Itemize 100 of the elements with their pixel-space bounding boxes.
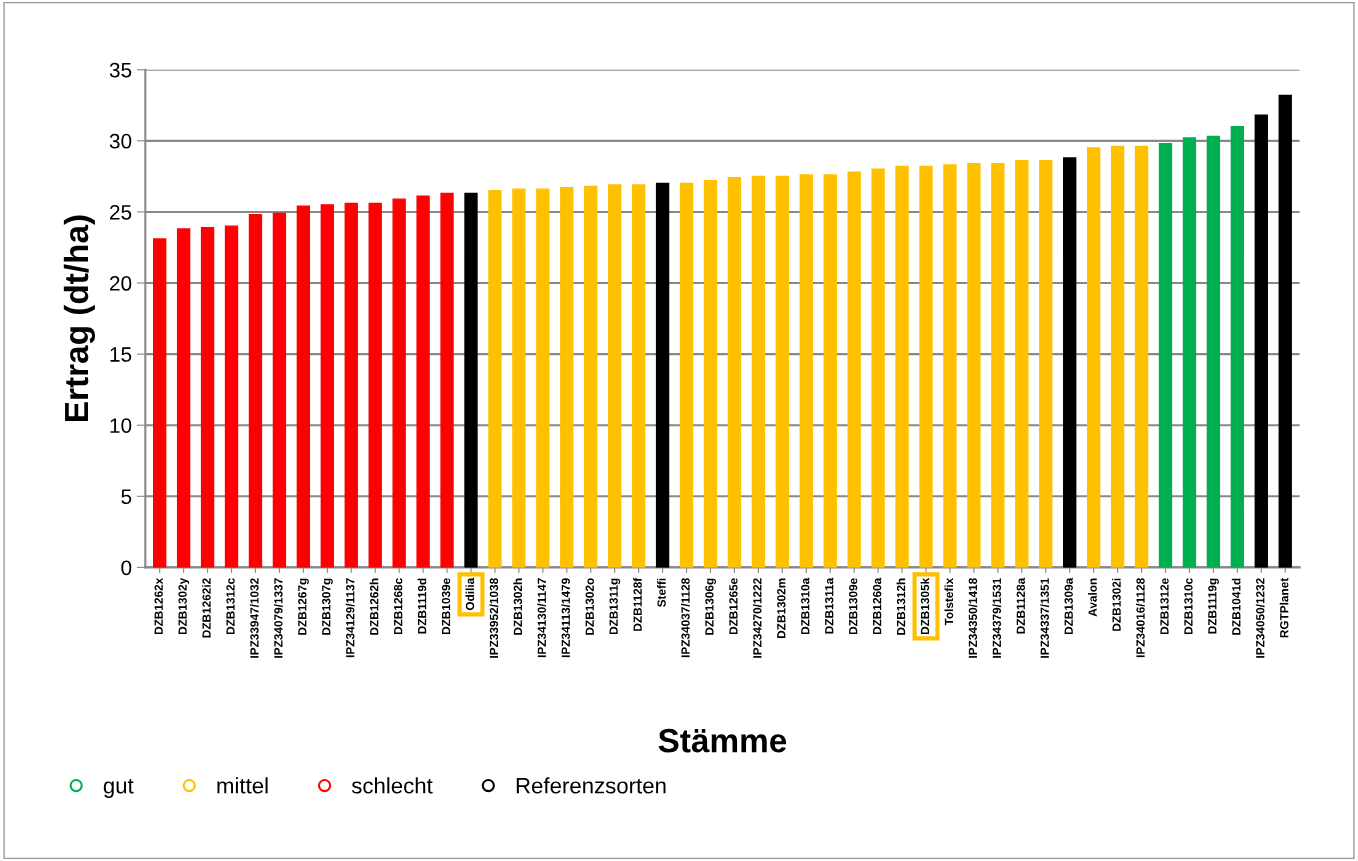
legend-label: schlecht	[351, 777, 433, 794]
x-tick-label: DZB1128f	[633, 577, 642, 631]
bar	[1134, 145, 1149, 568]
x-tick-label: IPZ34079/1337	[273, 578, 283, 658]
y-tick-label: 0	[121, 560, 132, 576]
bar	[751, 175, 766, 568]
bar	[272, 212, 287, 568]
x-tick-label: DZB1039e	[441, 578, 451, 635]
bar	[1110, 145, 1125, 568]
x-tick-label: DZB1265e	[729, 578, 738, 635]
bar	[631, 184, 646, 568]
bar	[1039, 160, 1053, 568]
x-tick-label: DZB1267g	[298, 578, 309, 635]
x-tick-label: Odilia	[465, 577, 475, 611]
bar	[176, 228, 191, 568]
bar	[1182, 137, 1197, 568]
bar	[919, 165, 933, 568]
x-tick-label: DZB1307g	[322, 578, 333, 635]
y-tick-label: 10	[110, 418, 132, 433]
bar	[248, 214, 263, 568]
x-tick-label: DZB1262h	[369, 578, 379, 635]
x-tick-label: IPZ34113/1479	[561, 578, 571, 658]
bar	[368, 202, 382, 568]
x-tick-label: DZB1311g	[609, 578, 621, 635]
x-tick-label: DZB1262x	[154, 577, 163, 635]
x-tick-label: IPZ34270/1222	[752, 578, 762, 658]
bar	[703, 179, 718, 568]
x-tick-label: DZB1302o	[585, 578, 594, 635]
bar	[871, 168, 885, 568]
bar	[967, 162, 981, 568]
bar	[1086, 147, 1101, 568]
x-tick-label: IPZ33952/1038	[489, 578, 499, 658]
x-tick-label: IPZ34016/1128	[1136, 578, 1145, 658]
x-tick-label: DZB1312e	[1160, 578, 1169, 635]
bar	[655, 182, 670, 568]
bar	[224, 225, 239, 568]
bar	[1158, 142, 1173, 568]
x-tick-label: IPZ34337/1351	[1040, 578, 1050, 658]
bar	[895, 165, 909, 568]
x-tick-label: DZB1268c	[393, 578, 403, 635]
y-tick-label: 25	[109, 204, 132, 220]
y-tick-label: 5	[121, 489, 132, 505]
bar	[943, 164, 957, 568]
y-tick-label: 20	[109, 276, 132, 291]
bar	[416, 195, 430, 568]
bar	[320, 204, 334, 568]
bar	[296, 205, 311, 568]
x-tick-label: DZB1306g	[705, 578, 716, 635]
legend-label: gut	[103, 778, 134, 798]
bar	[823, 174, 837, 568]
bar	[560, 187, 574, 568]
x-tick-label: DZB1310c	[1184, 578, 1193, 635]
x-tick-label: DZB1309e	[848, 578, 858, 635]
x-tick-label: Avalon	[1088, 578, 1097, 617]
bar	[200, 226, 215, 568]
legend-label: mittel	[217, 777, 268, 794]
x-tick-label: DZB1312c	[226, 578, 235, 635]
bar	[1230, 125, 1245, 568]
x-tick-label: IPZ34050/1232	[1255, 578, 1265, 658]
x-tick-label: DZB1119g	[1208, 578, 1219, 634]
bar	[584, 185, 598, 568]
bar	[1015, 160, 1029, 568]
x-tick-label: DZB1302i	[1112, 578, 1121, 631]
x-tick-label: DZB1302y	[178, 577, 190, 635]
bar	[1278, 94, 1292, 568]
y-tick-label: 30	[109, 133, 132, 149]
x-tick-label: Steffi	[657, 578, 666, 607]
bar	[464, 192, 478, 568]
bar	[512, 188, 526, 568]
bar	[392, 198, 406, 568]
bar	[1206, 135, 1221, 568]
x-tick-label: DZB1119d	[417, 578, 427, 634]
x-tick-label: DZB1310a	[801, 577, 810, 635]
bar	[799, 174, 813, 568]
bar	[991, 162, 1005, 568]
x-tick-label: IPZ34350/1418	[968, 578, 978, 658]
bar	[847, 171, 861, 568]
bar	[440, 192, 454, 568]
x-tick-label: IPZ34379/1531	[992, 578, 1002, 658]
bar	[536, 188, 550, 568]
bar	[608, 184, 622, 568]
x-tick-label: IPZ34037/1128	[681, 578, 690, 658]
x-tick-label: DZB1128a	[1016, 577, 1025, 634]
x-tick-label: DZB1262i2	[202, 578, 211, 638]
bar	[344, 202, 358, 568]
x-tick-label: DZB1041d	[1231, 578, 1241, 635]
x-tick-label: IPZ34129/1137	[345, 578, 355, 658]
x-tick-label: DZB1309a	[1064, 577, 1073, 635]
y-tick-label: 35	[109, 62, 132, 78]
bar	[1063, 157, 1077, 568]
x-tick-label: IPZ34130/1147	[537, 578, 547, 658]
legend-label: Referenzsorten	[516, 777, 666, 794]
x-tick-label: RGTPlanet	[1279, 577, 1289, 638]
x-axis-title: Stämme	[658, 728, 787, 753]
bar	[775, 175, 790, 568]
x-tick-label: DZB1302m	[777, 578, 786, 639]
x-tick-label: DZB1312h	[896, 578, 906, 635]
x-tick-label: IPZ33947/1032	[249, 578, 259, 658]
bar	[679, 182, 694, 568]
x-tick-label: Tolstefix	[944, 577, 954, 626]
